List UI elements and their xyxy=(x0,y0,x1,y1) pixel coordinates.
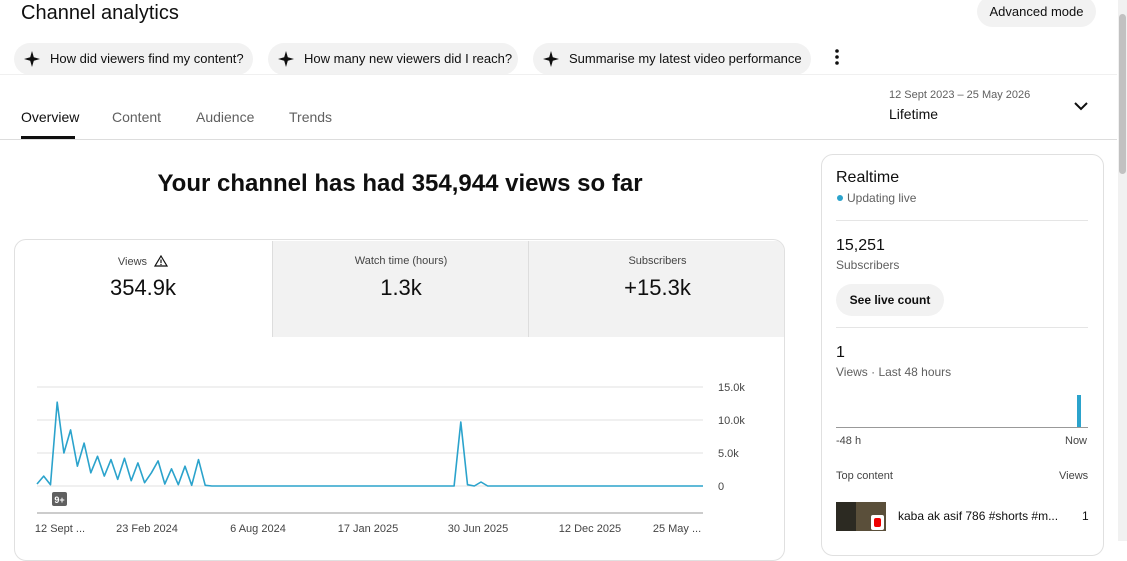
realtime-title: Realtime xyxy=(836,169,900,186)
y-tick-label: 5.0k xyxy=(718,448,739,460)
divider xyxy=(0,139,1117,140)
suggestion-chip[interactable]: Summarise my latest video performance xyxy=(533,43,811,75)
divider xyxy=(836,220,1088,221)
metric[interactable]: Views 354.9k xyxy=(15,241,271,337)
suggestion-chip[interactable]: How many new viewers did I reach? xyxy=(268,43,518,75)
tab[interactable]: Content xyxy=(112,109,162,125)
tab[interactable]: Trends xyxy=(289,109,333,125)
video-thumbnail[interactable] xyxy=(836,502,886,531)
y-tick-label: 15.0k xyxy=(718,382,745,394)
mini-chart-end: Now xyxy=(1065,435,1088,447)
realtime-status: Updating live xyxy=(847,191,917,205)
views-chart: 0 5.0k 10.0k 15.0k 12 Sept ... 23 Feb 2024 6 A… xyxy=(35,382,745,535)
scrollbar[interactable] xyxy=(1118,0,1127,541)
live-count-button[interactable]: See live count xyxy=(836,284,944,316)
video-views: 1 xyxy=(1082,509,1089,523)
more-menu[interactable] xyxy=(831,48,843,66)
mini-chart-start: -48 h xyxy=(836,435,862,447)
suggestion-text: Summarise my latest video performance xyxy=(569,51,802,66)
x-tick-label: 6 Aug 2024 xyxy=(230,523,286,535)
x-tick-label: 23 Feb 2024 xyxy=(116,523,178,535)
suggestion-chip[interactable]: How did viewers find my content? xyxy=(14,43,253,75)
dropdown-chevron[interactable] xyxy=(1073,100,1089,114)
y-tick-label: 0 xyxy=(718,481,724,493)
x-tick-label: 12 Sept ... xyxy=(35,523,85,535)
metric-label: Views xyxy=(117,256,148,268)
metric-label: Watch time (hours) xyxy=(354,255,448,267)
metric[interactable]: Subscribers +15.3k xyxy=(528,241,784,337)
x-tick-label: 25 May ... xyxy=(653,523,701,535)
mini-chart-bar xyxy=(1077,395,1081,427)
badge-text: 9+ xyxy=(54,495,64,505)
realtime-views-label: Views · Last 48 hours xyxy=(836,365,952,379)
tab[interactable]: Overview xyxy=(21,109,80,125)
advanced-mode-button[interactable]: Advanced mode xyxy=(977,0,1096,27)
divider xyxy=(836,327,1088,328)
video-title[interactable]: kaba ak asif 786 #shorts #m... xyxy=(898,509,1059,523)
warning-icon xyxy=(154,254,169,267)
metric[interactable]: Watch time (hours) 1.3k xyxy=(272,241,529,337)
date-range: 12 Sept 2023 – 25 May 2026 xyxy=(889,89,1031,101)
suggestion-text: How many new viewers did I reach? xyxy=(304,51,513,66)
mini-chart-axis xyxy=(836,427,1088,428)
metric-label: Subscribers xyxy=(628,255,687,267)
tab[interactable]: Audience xyxy=(196,109,255,125)
subscriber-label: Subscribers xyxy=(836,258,900,272)
tab-indicator xyxy=(21,136,75,139)
suggestion-text: How did viewers find my content? xyxy=(50,51,244,66)
realtime-views: 1 xyxy=(836,344,845,361)
views-line xyxy=(36,401,703,487)
headline: Your channel has had 354,944 views so fa… xyxy=(157,170,643,197)
y-tick-label: 10.0k xyxy=(718,415,745,427)
page-title: Channel analytics xyxy=(21,2,179,24)
top-content-label: Top content xyxy=(836,470,893,482)
metric-value: +15.3k xyxy=(624,275,691,300)
subscriber-count: 15,251 xyxy=(836,237,885,254)
date-period[interactable]: Lifetime xyxy=(889,106,939,122)
x-tick-label: 12 Dec 2025 xyxy=(559,523,621,535)
metrics-card: Views 354.9k Watch time (hours) 1.3k Sub… xyxy=(14,239,785,561)
realtime-card xyxy=(821,154,1104,556)
live-dot xyxy=(837,195,843,201)
metric-value: 354.9k xyxy=(109,275,177,300)
views-column-label: Views xyxy=(1059,470,1089,482)
x-tick-label: 30 Jun 2025 xyxy=(448,523,509,535)
divider xyxy=(0,74,1117,75)
metric-value: 1.3k xyxy=(380,275,422,300)
x-tick-label: 17 Jan 2025 xyxy=(338,523,399,535)
badge xyxy=(52,492,67,506)
